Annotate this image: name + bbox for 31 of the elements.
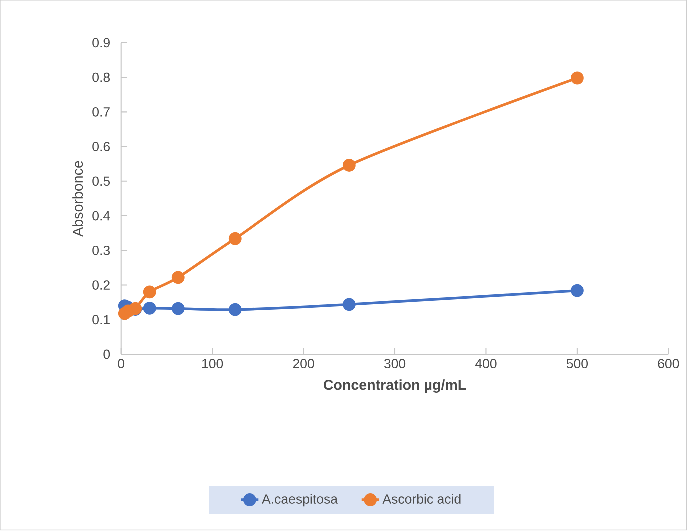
point [570,72,584,85]
y-tick-label: 0.5 [92,176,110,186]
point [172,302,185,316]
point [143,302,156,316]
x-axis-title: Concentration µg/mL [324,380,466,394]
y-tick-label: 0.7 [92,108,110,118]
y-tick-label: 0.3 [92,246,110,256]
x-tick-label: 200 [293,359,314,369]
y-tick-label: 0.8 [92,73,110,82]
point [228,304,242,316]
x-tick-label: 100 [202,359,224,369]
legend-label: A.caespitosa [262,494,338,507]
x-tick-label: 500 [566,359,588,369]
y-tick-label: 0.6 [92,142,110,152]
y-axis-title: Absorbonce [72,161,84,237]
point [342,159,356,172]
point [143,286,156,299]
legend-label: Ascorbic acid [382,494,461,504]
y-tick-label: 0.1 [92,315,110,325]
y-tick-label: 0.9 [92,38,110,48]
y-tick-label: 0.2 [92,280,110,290]
point [570,284,584,298]
x-tick-label: 600 [658,359,680,369]
y-tick-label: 0.4 [92,211,110,221]
x-tick-label: 0 [118,359,125,369]
point [228,232,242,246]
x-tick-label: 300 [384,359,406,369]
x-tick-label: 400 [475,359,497,369]
y-tick-label: 0 [104,350,110,360]
point [342,298,356,312]
point [172,271,185,284]
